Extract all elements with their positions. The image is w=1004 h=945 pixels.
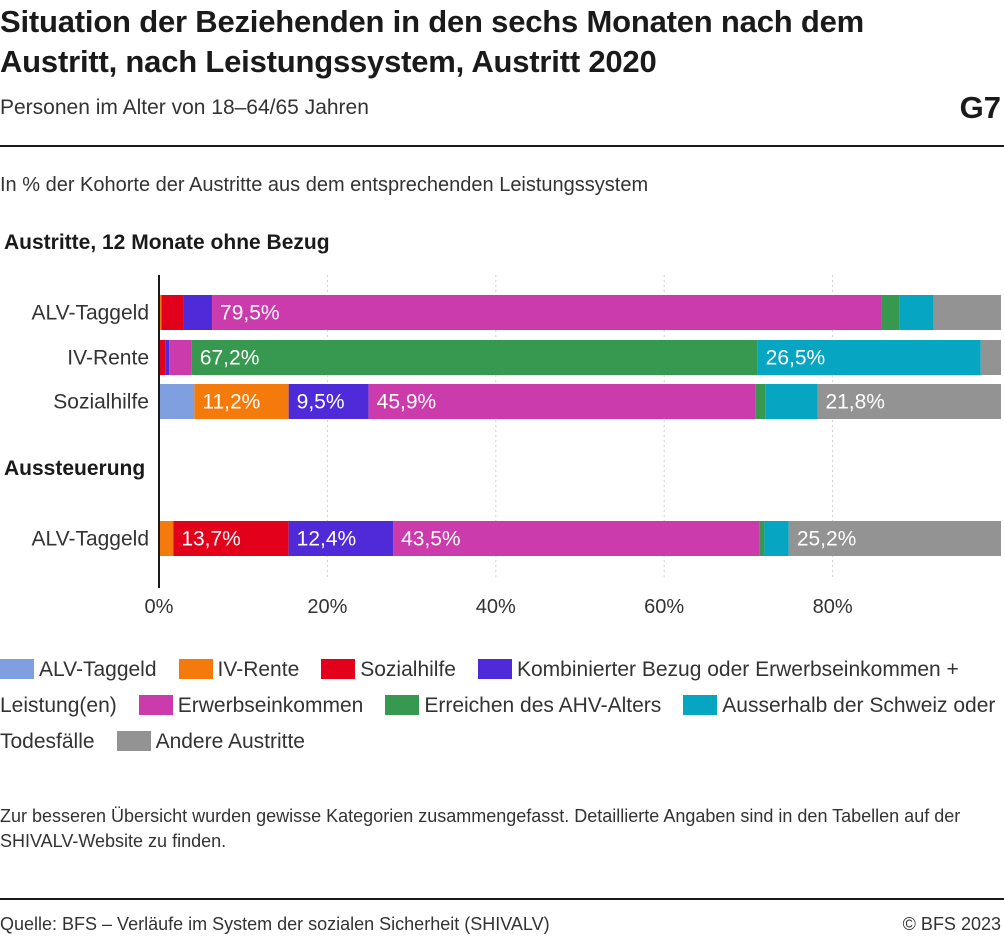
legend-swatch: [683, 695, 718, 715]
legend-label: Andere Austritte: [155, 730, 305, 753]
x-tick-label: 80%: [813, 596, 853, 618]
legend-item: Andere Austritte: [116, 730, 305, 753]
chart-subtitle: Personen im Alter von 18–64/65 Jahren: [0, 96, 369, 119]
source-note: Quelle: BFS – Verläufe im System der soz…: [0, 914, 550, 934]
data-label: 26,5%: [766, 347, 826, 370]
data-label: 9,5%: [297, 391, 345, 414]
chart-title: Situation der Beziehenden in den sechs M…: [0, 4, 865, 79]
data-label: 12,4%: [297, 528, 357, 551]
bar-segment: [288, 521, 394, 556]
bar-segment: [980, 340, 1001, 375]
footnote: Zur besseren Übersicht wurden gewisse Ka…: [0, 806, 961, 851]
chart-legend: ALV-Taggeld IV-Rente Sozialhilfe Kombiniert…: [0, 652, 1000, 760]
bar-segment: [159, 521, 174, 556]
x-tick-label: 0%: [145, 596, 174, 618]
bar-segment: [169, 340, 192, 375]
legend-label: IV-Rente: [217, 658, 300, 681]
group-title: Austritte, 12 Monate ohne Bezug: [4, 231, 330, 254]
legend-swatch: [0, 659, 34, 679]
bar-segment: [759, 521, 765, 556]
legend-swatch: [178, 659, 213, 679]
bar-segment: [159, 295, 162, 330]
bar-segment: [161, 295, 184, 330]
stacked-bar-chart: 0% 20% 40% 60% 80% Austritte, 12 Monate ohne …: [4, 231, 1001, 618]
bar-segment: [757, 340, 981, 375]
data-label: 21,8%: [825, 391, 885, 414]
data-label: 79,5%: [220, 302, 280, 325]
copyright: © BFS 2023: [902, 914, 1001, 934]
header-divider: [0, 145, 1004, 147]
bar-segment: [788, 521, 1001, 556]
category-label: ALV-Taggeld: [31, 528, 149, 551]
legend-item: Erwerbseinkommen: [138, 694, 364, 717]
legend-label: ALV-Taggeld: [39, 658, 157, 681]
bar-segment: [159, 384, 195, 419]
unit-note: In % der Kohorte der Austritte aus dem e…: [0, 174, 649, 196]
legend-swatch: [138, 695, 173, 715]
bar-segment: [212, 295, 882, 330]
data-label: 45,9%: [377, 391, 437, 414]
legend-swatch: [477, 659, 512, 679]
chart-id: G7: [959, 90, 1001, 125]
bar-segment: [288, 384, 369, 419]
footer-divider: [0, 898, 1004, 900]
category-label: IV-Rente: [67, 347, 149, 370]
category-label: Sozialhilfe: [53, 391, 149, 414]
bar-segment: [368, 384, 756, 419]
x-tick-label: 20%: [307, 596, 347, 618]
bar-segment: [933, 295, 1001, 330]
legend-label: Erreichen des AHV-Alters: [424, 694, 662, 717]
legend-label: Sozialhilfe: [360, 658, 456, 681]
bar-segment: [755, 384, 766, 419]
legend-item: Kombinierter Bezug oder Erwerbseinkommen…: [0, 658, 959, 717]
bar-segment: [159, 340, 166, 375]
bar-segment: [765, 384, 818, 419]
bar-segment: [817, 384, 1001, 419]
bar-segment: [173, 521, 289, 556]
category-label: ALV-Taggeld: [31, 302, 149, 325]
bar-segment: [191, 340, 758, 375]
x-tick-label: 40%: [476, 596, 516, 618]
bar-segment: [165, 340, 170, 375]
data-label: 25,2%: [797, 528, 857, 551]
legend-item: Erreichen des AHV-Alters: [385, 694, 661, 717]
legend-swatch: [321, 659, 356, 679]
data-label: 67,2%: [200, 347, 260, 370]
legend-label: Erwerbseinkommen: [177, 694, 364, 717]
legend-item: ALV-Taggeld: [0, 658, 157, 681]
bar-segment: [764, 521, 789, 556]
legend-item: IV-Rente: [178, 658, 300, 681]
bar-segment: [881, 295, 900, 330]
bar-segment: [393, 521, 760, 556]
bar-segment: [899, 295, 934, 330]
legend-item: Sozialhilfe: [321, 658, 456, 681]
legend-item: Ausserhalb der Schweiz oder Todesfälle: [0, 694, 995, 753]
data-label: 11,2%: [202, 391, 260, 414]
group-title: Aussteuerung: [4, 457, 145, 480]
bar-segment: [183, 295, 213, 330]
legend-label: Kombinierter Bezug oder Erwerbseinkommen…: [0, 658, 959, 717]
legend-swatch: [385, 695, 420, 715]
data-label: 43,5%: [401, 528, 461, 551]
legend-label: Ausserhalb der Schweiz oder Todesfälle: [0, 694, 996, 753]
legend-swatch: [116, 731, 151, 751]
data-label: 13,7%: [181, 528, 241, 551]
x-tick-label: 60%: [644, 596, 684, 618]
bar-segment: [194, 384, 289, 419]
